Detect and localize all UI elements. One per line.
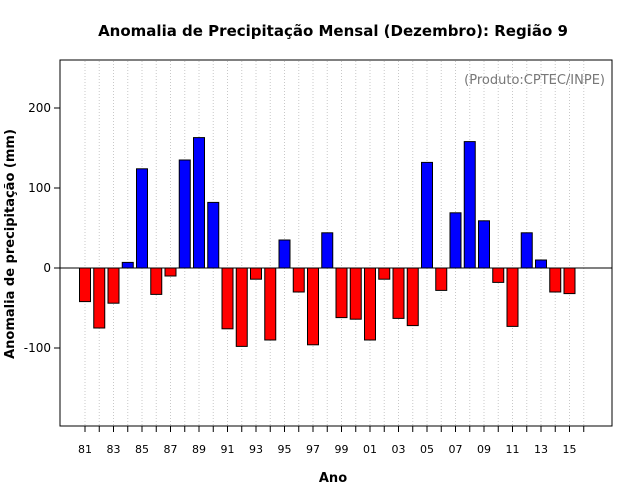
bar-11 (506, 267, 519, 327)
x-tick-label: 91 (221, 443, 235, 456)
bar-15 (563, 267, 576, 295)
x-tick-label: 93 (249, 443, 263, 456)
bar-87 (164, 267, 177, 277)
bar-06 (435, 267, 448, 291)
bar-04 (406, 267, 419, 327)
x-tick-label: 85 (135, 443, 149, 456)
x-tick-label: 95 (278, 443, 292, 456)
bar-01 (364, 267, 376, 341)
plot-grid (84, 61, 585, 425)
y-tick-label: 100 (28, 181, 51, 195)
bar-07 (449, 212, 462, 269)
bar-91 (221, 267, 234, 330)
bar-series (79, 137, 576, 347)
bar-86 (150, 267, 163, 295)
bar-82 (93, 267, 106, 329)
x-tick-label: 13 (534, 443, 548, 456)
x-tick-label: 07 (449, 443, 463, 456)
x-tick-label: 05 (420, 443, 434, 456)
bar-03 (392, 267, 405, 319)
x-tick-label: 09 (477, 443, 491, 456)
bar-84 (121, 261, 134, 269)
y-tick-label: 200 (28, 101, 51, 115)
x-tick-label: 03 (392, 443, 406, 456)
x-tick-label: 87 (164, 443, 178, 456)
bar-93 (250, 267, 262, 280)
x-tick-label: 83 (107, 443, 121, 456)
bar-00 (349, 267, 362, 320)
y-tick-label: 0 (43, 261, 51, 275)
bar-96 (292, 267, 305, 293)
bar-83 (107, 267, 120, 304)
bar-98 (321, 232, 334, 269)
bar-12 (520, 232, 533, 269)
chart-title: Anomalia de Precipitação Mensal (Dezembr… (98, 22, 568, 40)
x-tick-label: 97 (306, 443, 320, 456)
bar-89 (193, 137, 205, 269)
bar-08 (463, 141, 476, 269)
x-tick-label: 89 (192, 443, 206, 456)
bar-95 (278, 239, 291, 269)
product-note: (Produto:CPTEC/INPE) (464, 73, 605, 88)
bar-92 (235, 267, 248, 347)
bar-85 (136, 168, 148, 269)
bar-88 (178, 159, 191, 269)
x-tick-label: 99 (335, 443, 349, 456)
x-tick-label: 15 (563, 443, 577, 456)
plot-frame (59, 59, 613, 427)
bar-14 (549, 267, 562, 293)
y-axis: -100 0 100 200 (24, 101, 60, 355)
bar-09 (478, 220, 490, 269)
bar-05 (421, 161, 433, 269)
x-tick-label: 11 (506, 443, 520, 456)
x-tick-label: 81 (78, 443, 92, 456)
y-tick-label: -100 (24, 341, 51, 355)
y-axis-label: Anomalia de precipitação (mm) (3, 129, 18, 359)
bar-13 (535, 259, 547, 269)
bar-94 (264, 267, 277, 341)
bar-99 (335, 267, 348, 319)
bar-02 (378, 267, 391, 280)
x-axis-label: Ano (319, 471, 347, 486)
bar-97 (307, 267, 319, 346)
bar-81 (79, 267, 91, 303)
x-axis: 81 83 85 87 89 91 93 95 97 99 01 03 05 07 09 11 13 15 (78, 426, 585, 456)
x-tick-label: 01 (363, 443, 377, 456)
bar-90 (207, 201, 220, 269)
bar-10 (492, 267, 505, 283)
